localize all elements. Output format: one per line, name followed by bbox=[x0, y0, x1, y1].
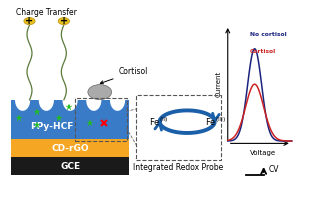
Text: PPy-HCF: PPy-HCF bbox=[31, 122, 74, 131]
Text: +: + bbox=[26, 16, 34, 26]
Polygon shape bbox=[11, 100, 34, 111]
Text: Integrated Redox Probe: Integrated Redox Probe bbox=[134, 163, 224, 172]
Polygon shape bbox=[34, 100, 58, 111]
Text: Cortisol: Cortisol bbox=[100, 67, 148, 84]
Polygon shape bbox=[58, 100, 82, 111]
FancyBboxPatch shape bbox=[11, 100, 129, 139]
Text: Fe$^{\mathsf{(II)}}$: Fe$^{\mathsf{(II)}}$ bbox=[148, 115, 168, 128]
Text: +: + bbox=[60, 16, 68, 26]
Text: No cortisol: No cortisol bbox=[250, 32, 287, 37]
Circle shape bbox=[24, 18, 35, 25]
Text: CD-rGO: CD-rGO bbox=[51, 144, 89, 153]
FancyBboxPatch shape bbox=[11, 157, 129, 175]
Text: Fe$^{\mathsf{(III)}}$: Fe$^{\mathsf{(III)}}$ bbox=[205, 115, 227, 128]
Polygon shape bbox=[106, 100, 129, 111]
Text: Current: Current bbox=[216, 71, 222, 97]
Circle shape bbox=[88, 85, 112, 100]
Circle shape bbox=[58, 18, 69, 25]
Text: GCE: GCE bbox=[60, 162, 80, 171]
Polygon shape bbox=[82, 100, 106, 111]
Text: Voltage: Voltage bbox=[250, 150, 276, 156]
Text: Charge Transfer: Charge Transfer bbox=[16, 8, 77, 17]
Text: Cortisol: Cortisol bbox=[250, 49, 276, 54]
FancyBboxPatch shape bbox=[11, 139, 129, 157]
Text: CV: CV bbox=[268, 165, 279, 174]
